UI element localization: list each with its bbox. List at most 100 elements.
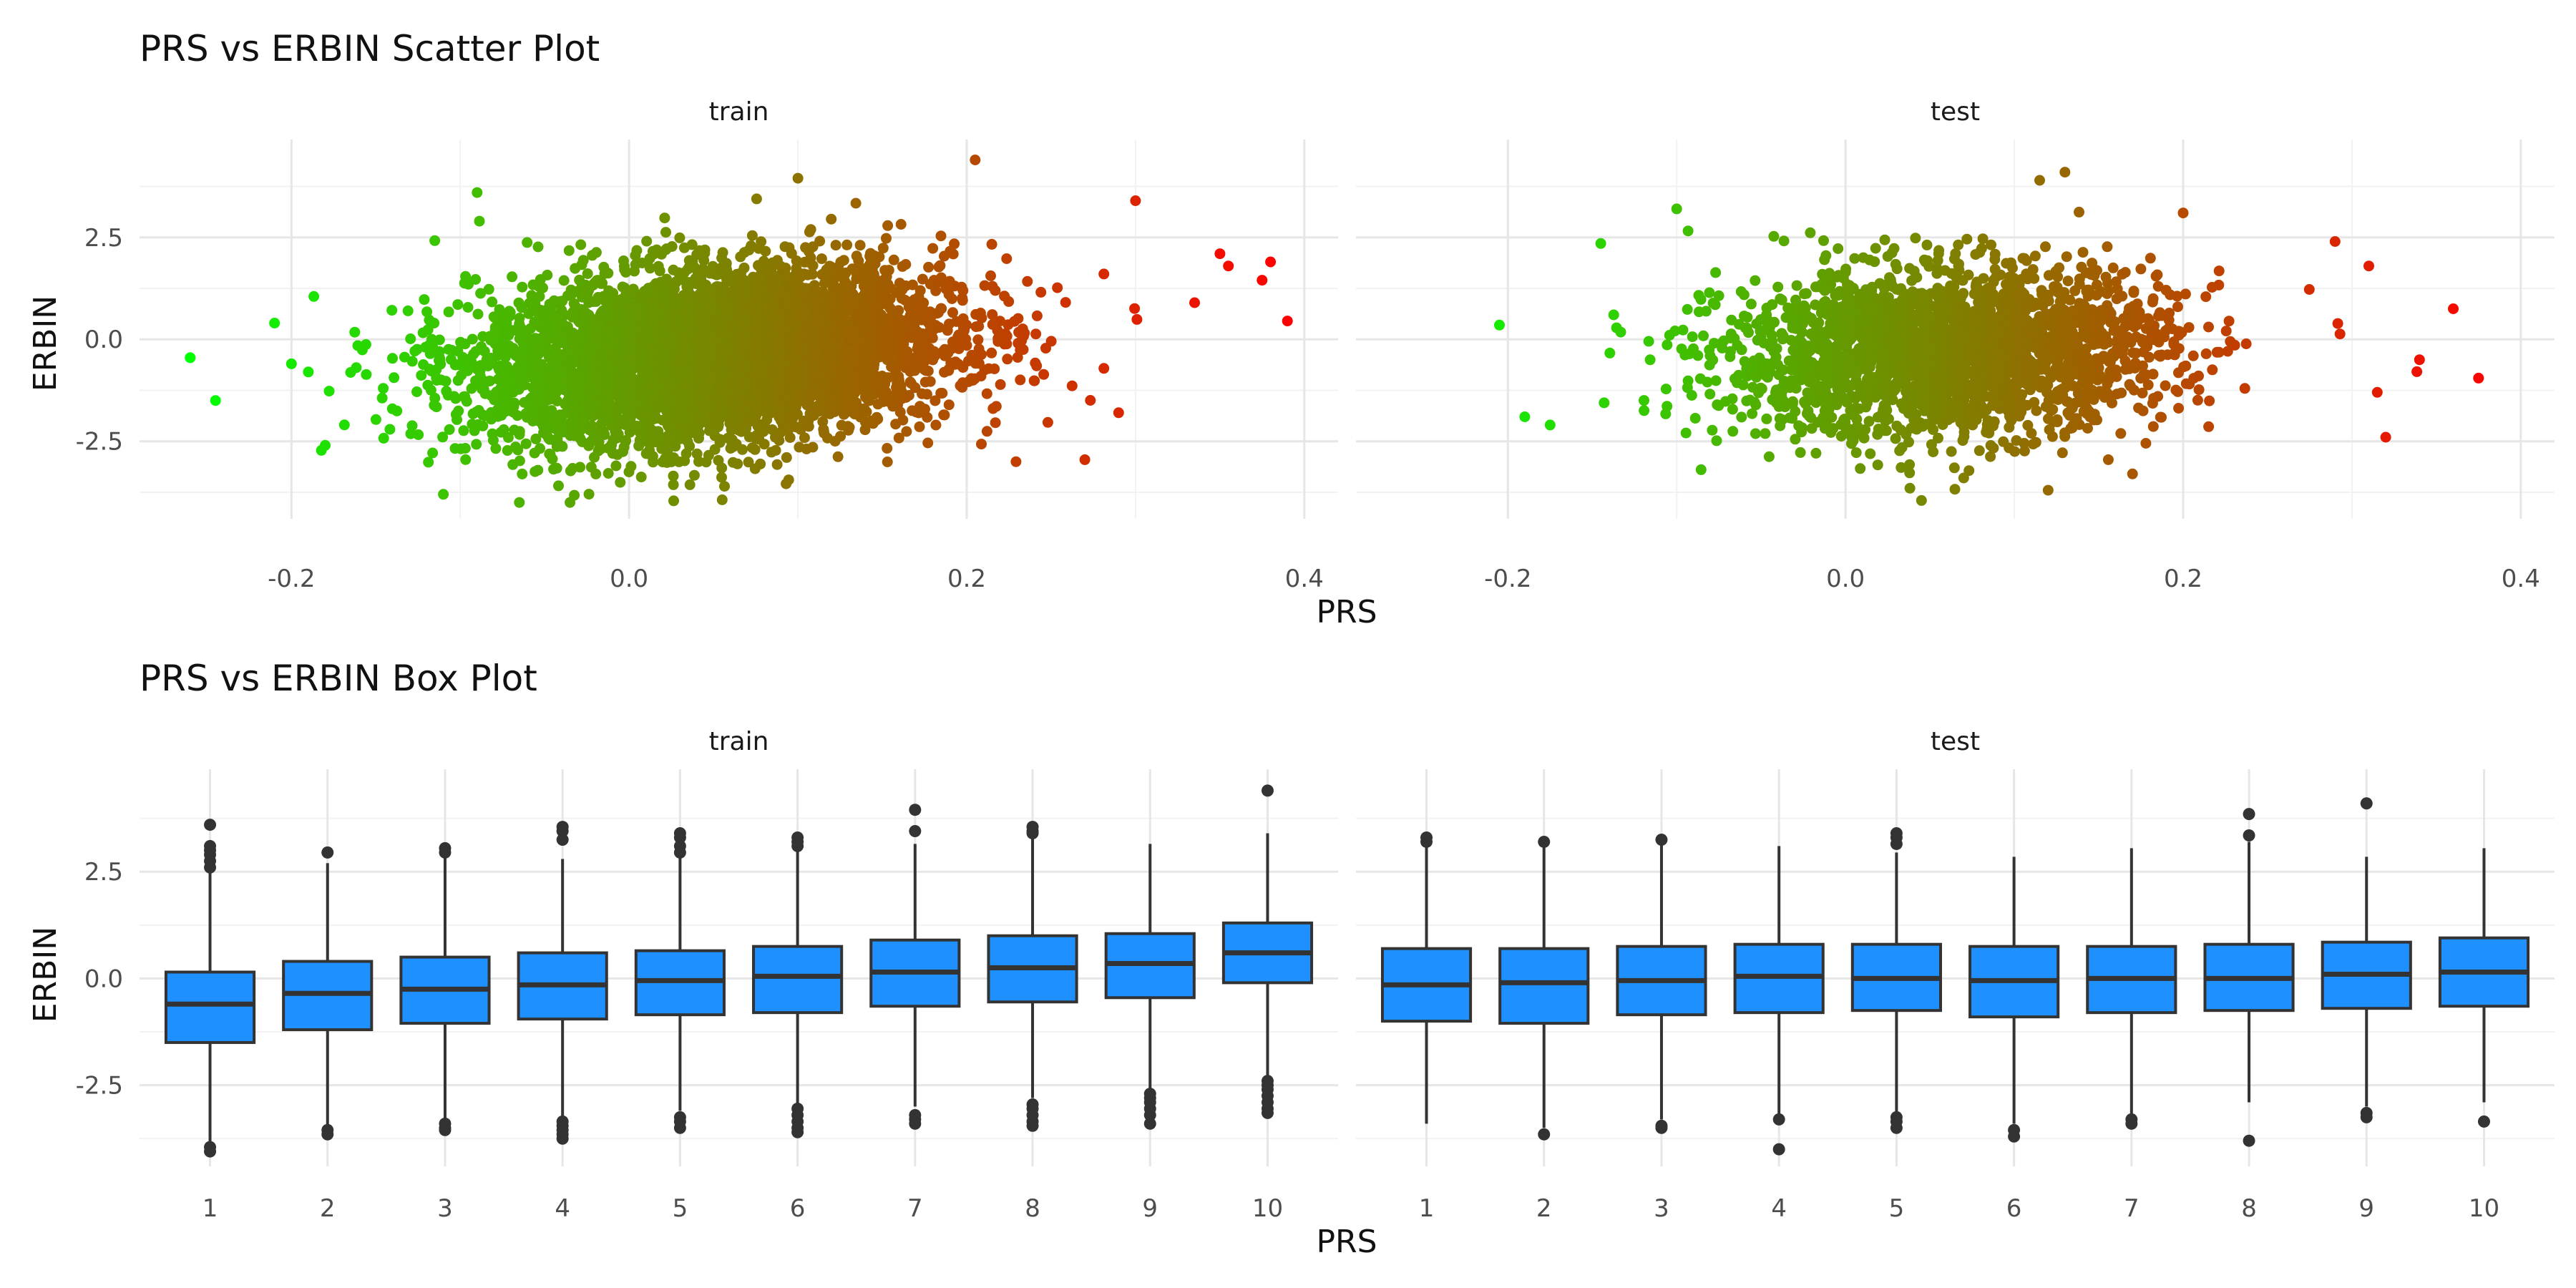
scatter-point [1060,297,1071,308]
scatter-point [791,421,802,433]
scatter-point [618,441,630,453]
scatter-point [386,403,398,414]
scatter-point [462,365,473,376]
scatter-point [1131,313,1143,325]
scatter-point [491,386,502,398]
scatter-point [816,361,827,372]
scatter-point [729,282,741,293]
scatter-point [970,321,982,333]
scatter-point [684,479,696,490]
scatter-point [791,263,802,274]
scatter-point [753,243,764,254]
scatter-point [854,240,866,251]
scatter-point [618,260,630,272]
scatter-point [1052,282,1063,293]
scatter-point [683,283,693,295]
scatter-point [596,309,608,321]
scatter-point [811,346,822,356]
scatter-point [647,414,658,425]
scatter-point [612,449,623,460]
scatter-point [975,308,986,318]
scatter-point [443,306,454,318]
scatter-point [775,405,786,416]
scatter-point [405,333,416,344]
scatter-point [643,330,655,341]
scatter-point [630,250,641,261]
scatter-point [495,426,507,438]
scatter-point [907,405,918,416]
scatter-point [458,425,469,436]
scatter-point [801,399,813,411]
scatter-point [754,381,766,392]
scatter-point [582,268,593,279]
scatter-point [922,437,934,449]
scatter-point [471,379,482,391]
scatter-point [1001,253,1013,264]
scatter-point [711,333,722,344]
scatter-point [739,361,751,373]
scatter-point [661,243,673,255]
scatter-point [805,224,816,235]
scatter-point [942,347,954,358]
scatter-point [957,295,968,306]
scatter-point [662,379,673,390]
scatter-point [989,364,1000,374]
scatter-point [323,386,335,397]
scatter-point [532,464,544,476]
scatter-point [707,260,718,272]
scatter-point [530,371,541,382]
scatter-point [863,369,874,380]
scatter-point [655,366,666,377]
scatter-point [904,354,916,366]
scatter-point [918,364,930,375]
scatter-point [891,318,902,330]
scatter-point [799,268,810,280]
scatter-point [746,442,758,454]
scatter-point [575,433,586,444]
scatter-point [1042,416,1053,428]
scatter-point [494,364,505,376]
scatter-point [722,275,733,287]
scatter-point [819,278,830,289]
scatter-point [582,381,594,392]
scatter-point [884,283,896,294]
scatter-point [686,403,697,414]
scatter-point [877,243,889,254]
scatter-point [558,275,570,286]
scatter-point [811,389,822,400]
scatter-point [384,424,396,435]
scatter-point [570,263,581,274]
scatter-point [727,354,738,366]
scatter-point [701,326,712,337]
scatter-point [757,391,769,402]
scatter-point [512,410,523,421]
scatter-point [547,378,559,389]
scatter-point [618,376,630,388]
scatter-point [1015,344,1026,356]
scatter-point [975,371,987,382]
scatter-point [526,411,537,422]
scatter-point [422,324,434,336]
scatter-point [370,414,381,425]
scatter-point [602,468,614,479]
scatter-point [638,365,650,376]
scatter-point [536,322,547,333]
scatter-point [753,283,765,295]
scatter-point [482,376,493,387]
scatter-point [914,421,925,432]
scatter-point [966,349,977,361]
scatter-point [816,253,827,265]
scatter-point [869,348,880,360]
scatter-point [546,405,557,416]
scatter-point [840,277,852,288]
scatter-point [935,303,947,314]
scatter-point [399,351,410,363]
scatter-point [589,452,600,463]
scatter-point [701,385,712,396]
scatter-point [504,311,515,322]
scatter-point [570,301,581,312]
scatter-point [662,430,673,441]
scatter-point [623,467,635,477]
scatter-point [862,291,873,303]
scatter-point [723,305,735,316]
